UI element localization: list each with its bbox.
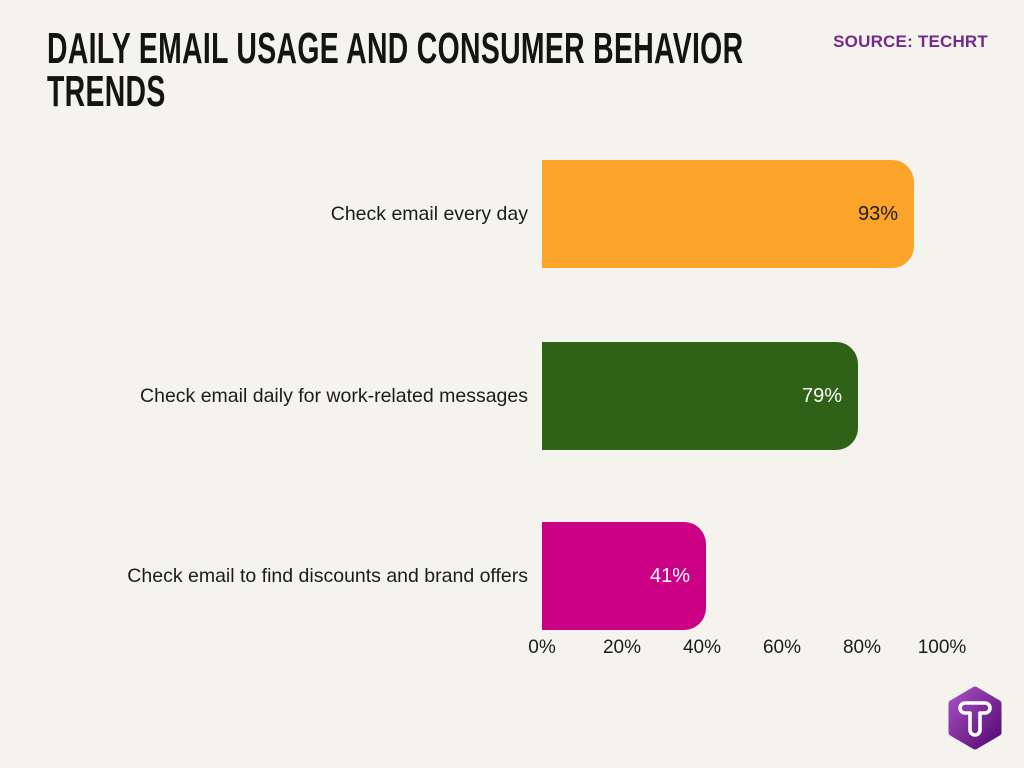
bar-value-label: 41% bbox=[649, 565, 690, 587]
bar-check-email-every-day: 93% bbox=[542, 160, 914, 268]
bar-discounts-brand-offers: 41% bbox=[542, 522, 706, 630]
bar-row-check-email-every-day: Check email every day 93% bbox=[0, 160, 1024, 268]
brand-logo-hexagon-t-icon bbox=[948, 686, 1002, 750]
bar-row-discounts-brand-offers: Check email to find discounts and brand … bbox=[0, 522, 1024, 630]
x-axis-tick: 20% bbox=[602, 637, 642, 658]
x-axis: 0% 20% 40% 60% 80% 100% bbox=[0, 637, 1024, 667]
bar-row-work-related-messages: Check email daily for work-related messa… bbox=[0, 342, 1024, 450]
x-axis-tick: 60% bbox=[762, 637, 802, 658]
bar-category-label: Check email to find discounts and brand … bbox=[127, 565, 528, 587]
hexagon-shape bbox=[948, 686, 1002, 750]
bar-value-label: 93% bbox=[857, 203, 898, 225]
bar-category-label: Check email every day bbox=[330, 203, 528, 225]
bar-value-label: 79% bbox=[801, 385, 842, 407]
bar-category-label: Check email daily for work-related messa… bbox=[140, 385, 528, 407]
letter-t-outline bbox=[958, 701, 992, 737]
source-attribution: SOURCE: TECHRT bbox=[833, 32, 988, 51]
x-axis-tick: 80% bbox=[842, 637, 882, 658]
x-axis-tick: 100% bbox=[917, 637, 967, 658]
x-axis-tick: 0% bbox=[528, 637, 556, 658]
page-title: DAILY EMAIL USAGE AND CONSUMER BEHAVIOR … bbox=[47, 24, 744, 116]
bar-work-related-messages: 79% bbox=[542, 342, 858, 450]
x-axis-tick: 40% bbox=[682, 637, 722, 658]
